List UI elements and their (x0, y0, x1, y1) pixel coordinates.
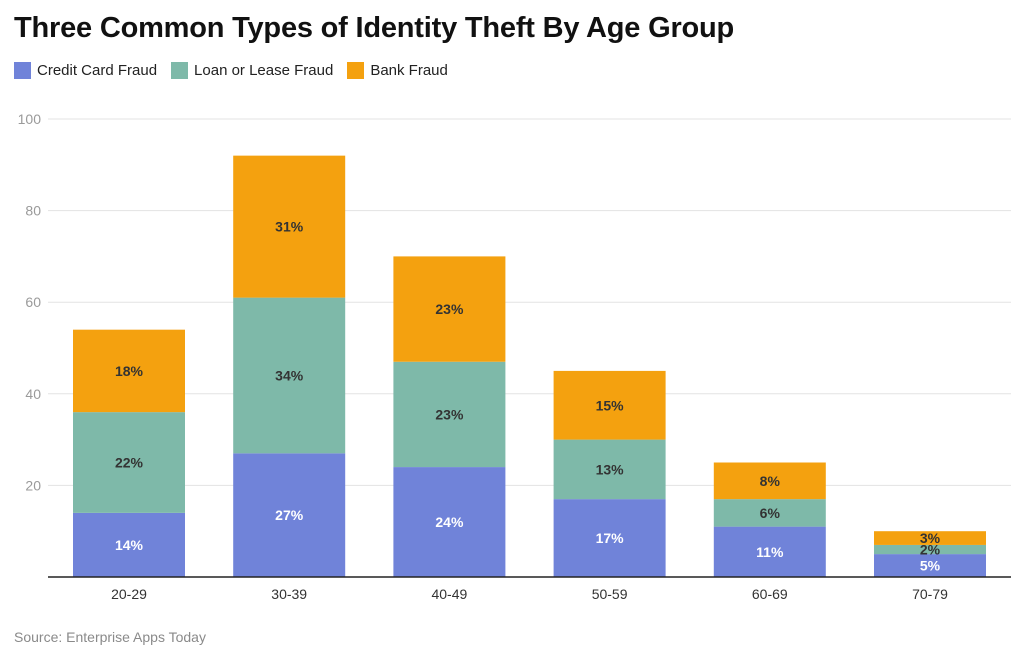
data-label-credit-card-fraud-50-59: 17% (596, 530, 625, 546)
data-label-loan-or-lease-fraud-50-59: 13% (596, 461, 625, 477)
x-tick-label-40-49: 40-49 (431, 586, 467, 602)
y-tick-label-100: 100 (18, 111, 42, 127)
y-tick-label-40: 40 (25, 386, 41, 402)
bar-bank-fraud-20-29 (73, 329, 185, 413)
y-tick-label-20: 20 (25, 477, 41, 493)
bar-credit-card-fraud-30-39 (233, 453, 346, 577)
source-note: Source: Enterprise Apps Today (14, 629, 206, 645)
bar-loan-or-lease-fraud-50-59 (553, 439, 666, 500)
bar-bank-fraud-70-79 (874, 531, 986, 545)
data-label-bank-fraud-60-69: 8% (760, 473, 781, 489)
data-label-credit-card-fraud-60-69: 11% (756, 544, 784, 560)
legend-label-bank-fraud: Bank Fraud (370, 62, 448, 79)
bar-bank-fraud-50-59 (553, 370, 666, 440)
data-label-bank-fraud-50-59: 15% (596, 397, 625, 413)
data-label-credit-card-fraud-30-39: 27% (275, 507, 304, 523)
data-label-bank-fraud-20-29: 18% (115, 363, 144, 379)
legend-swatch-credit-card-fraud (14, 62, 31, 79)
x-tick-label-50-59: 50-59 (592, 586, 628, 602)
legend-swatch-loan-or-lease-fraud (171, 62, 189, 79)
bar-credit-card-fraud-70-79 (874, 554, 986, 577)
y-tick-label-80: 80 (25, 203, 41, 219)
data-label-credit-card-fraud-20-29: 14% (115, 537, 144, 553)
legend-item-credit-card-fraud: Credit Card Fraud (14, 62, 157, 79)
data-label-loan-or-lease-fraud-70-79: 2% (920, 542, 941, 558)
bar-bank-fraud-40-49 (393, 256, 506, 362)
bar-loan-or-lease-fraud-60-69 (713, 499, 826, 527)
legend-item-bank-fraud: Bank Fraud (347, 62, 448, 79)
legend-swatch-bank-fraud (347, 62, 365, 79)
chart-legend: Credit Card Fraud Loan or Lease Fraud Ba… (14, 62, 448, 79)
bar-loan-or-lease-fraud-20-29 (73, 412, 185, 513)
x-tick-label-30-39: 30-39 (271, 586, 307, 602)
data-label-loan-or-lease-fraud-40-49: 23% (435, 406, 464, 422)
data-label-loan-or-lease-fraud-60-69: 6% (760, 505, 781, 521)
bar-bank-fraud-60-69 (713, 462, 826, 500)
x-tick-label-20-29: 20-29 (111, 586, 147, 602)
legend-label-credit-card-fraud: Credit Card Fraud (37, 62, 158, 79)
chart-title: Three Common Types of Identity Theft By … (14, 12, 735, 44)
bar-credit-card-fraud-50-59 (553, 499, 666, 577)
bar-bank-fraud-30-39 (233, 155, 346, 298)
data-label-credit-card-fraud-40-49: 24% (435, 514, 464, 530)
bar-loan-or-lease-fraud-30-39 (233, 297, 346, 454)
bar-credit-card-fraud-40-49 (393, 467, 506, 577)
data-label-loan-or-lease-fraud-30-39: 34% (275, 367, 304, 383)
data-label-bank-fraud-40-49: 23% (435, 301, 464, 317)
y-tick-label-60: 60 (25, 294, 41, 310)
x-tick-label-60-69: 60-69 (752, 586, 788, 602)
bar-credit-card-fraud-20-29 (73, 512, 185, 577)
bar-loan-or-lease-fraud-70-79 (874, 544, 986, 555)
bar-loan-or-lease-fraud-40-49 (393, 361, 506, 468)
data-label-credit-card-fraud-70-79: 5% (920, 558, 941, 574)
legend-label-loan-or-lease-fraud: Loan or Lease Fraud (194, 62, 334, 79)
x-tick-label-70-79: 70-79 (912, 586, 948, 602)
data-label-bank-fraud-30-39: 31% (275, 219, 304, 235)
data-label-loan-or-lease-fraud-20-29: 22% (115, 455, 144, 471)
legend-item-loan-or-lease-fraud: Loan or Lease Fraud (171, 62, 333, 79)
data-label-bank-fraud-70-79: 3% (920, 530, 941, 546)
bar-credit-card-fraud-60-69 (713, 526, 826, 577)
